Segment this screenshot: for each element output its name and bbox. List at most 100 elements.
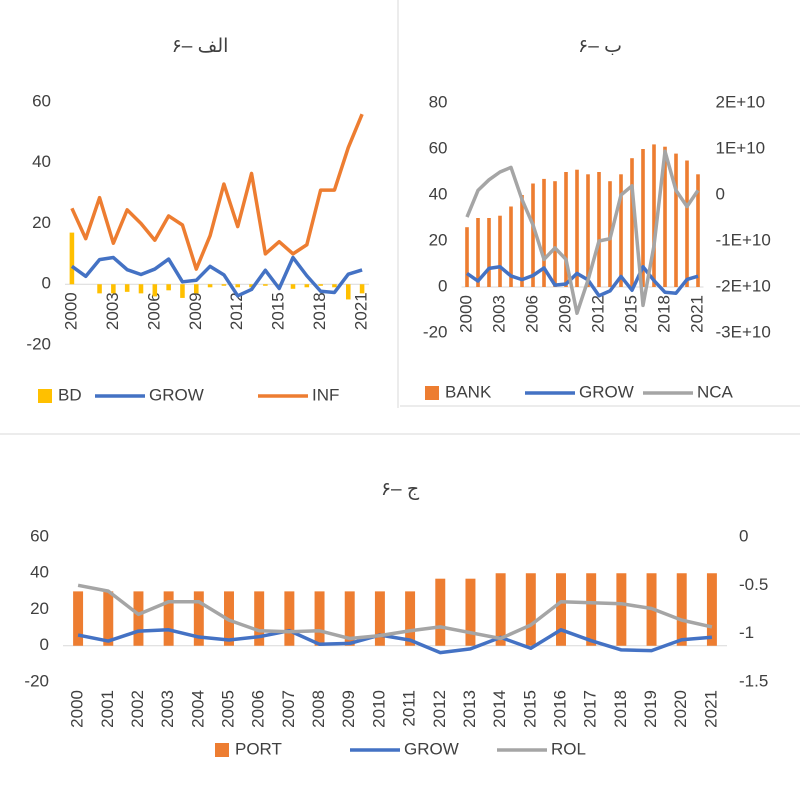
legend-swatch	[215, 743, 229, 757]
bar	[465, 227, 469, 287]
bar	[520, 195, 524, 287]
y-tick-label: 0	[42, 274, 51, 293]
y-tick-label: 0	[438, 276, 447, 295]
bar	[564, 172, 568, 287]
y-tick-label: 40	[429, 184, 448, 203]
bar	[314, 591, 325, 646]
bar	[133, 591, 144, 646]
x-tick-label: 2003	[158, 690, 177, 728]
bar	[193, 591, 204, 646]
bar	[685, 160, 689, 287]
legend-label: GROW	[149, 385, 204, 404]
bar	[284, 591, 295, 646]
line	[77, 583, 713, 641]
legend-label: ROL	[551, 739, 586, 758]
bar	[586, 174, 590, 287]
y-tick-label: 60	[429, 138, 448, 157]
bar	[556, 573, 566, 646]
bar	[630, 158, 634, 287]
x-tick-label: 2009	[186, 292, 205, 330]
bar	[345, 284, 351, 300]
bar	[207, 284, 213, 288]
x-tick-label: 2021	[352, 292, 371, 330]
legend-label: PORT	[235, 739, 282, 758]
y2-tick-label: -1.5	[739, 671, 768, 690]
x-tick-label: 2021	[687, 295, 706, 333]
y-tick-label: 60	[30, 526, 49, 545]
bar	[616, 573, 627, 646]
bar	[465, 578, 476, 646]
bar	[542, 178, 546, 287]
bar	[663, 146, 667, 287]
bar	[235, 284, 241, 288]
x-tick-label: 2015	[520, 690, 539, 728]
legend-swatch	[425, 386, 439, 400]
x-tick-label: 2012	[227, 292, 246, 330]
y-tick-label: -20	[423, 322, 448, 341]
legend-label: BANK	[445, 382, 492, 401]
bar	[193, 284, 199, 294]
x-tick-label: 2003	[103, 292, 122, 330]
bar	[111, 284, 116, 294]
line	[70, 113, 364, 271]
x-tick-label: 2017	[581, 690, 600, 728]
bar	[344, 591, 355, 646]
bar	[332, 284, 337, 288]
bar	[152, 284, 158, 297]
bar	[597, 172, 601, 287]
bar	[290, 284, 296, 289]
chart-title: ۶– الف	[172, 36, 229, 57]
x-tick-label: 2005	[218, 690, 237, 728]
x-tick-label: 2004	[188, 690, 207, 728]
bar	[73, 591, 84, 646]
bar	[476, 218, 480, 287]
x-tick-label: 2010	[369, 690, 388, 728]
y-tick-label: 20	[30, 599, 49, 618]
bar	[652, 144, 656, 287]
x-tick-label: 2008	[309, 690, 328, 728]
bar	[263, 284, 268, 286]
y-tick-label: 40	[30, 563, 49, 582]
bar	[525, 573, 536, 646]
bar	[166, 284, 171, 291]
x-tick-label: 2000	[68, 690, 87, 728]
bar	[619, 174, 623, 287]
bar	[487, 218, 491, 287]
y-tick-label: -20	[26, 334, 51, 353]
bar	[163, 591, 174, 646]
y-tick-label: 0	[40, 635, 49, 654]
x-tick-label: 2000	[456, 295, 475, 333]
line	[465, 149, 700, 315]
bar	[103, 591, 114, 646]
x-tick-label: 2018	[654, 295, 673, 333]
x-tick-label: 2021	[701, 690, 720, 728]
bar	[124, 284, 130, 292]
bar	[180, 284, 185, 298]
y2-tick-label: -1	[739, 623, 754, 642]
x-tick-label: 2013	[460, 690, 479, 728]
y-tick-label: 60	[32, 91, 51, 110]
bar	[359, 284, 365, 294]
x-tick-label: 2011	[400, 690, 419, 727]
x-tick-label: 2014	[490, 690, 509, 728]
legend-label: NCA	[697, 382, 734, 401]
y-tick-label: -20	[24, 671, 49, 690]
x-tick-label: 2018	[611, 690, 630, 728]
bar	[586, 573, 597, 646]
y2-tick-label: 0	[716, 184, 725, 203]
legend-label: GROW	[579, 382, 634, 401]
x-tick-label: 2020	[671, 690, 690, 728]
x-tick-label: 2003	[489, 295, 508, 333]
y-tick-label: 40	[32, 152, 51, 171]
bar	[254, 591, 265, 646]
bar	[304, 284, 310, 288]
x-tick-label: 2012	[430, 690, 449, 728]
bar	[676, 573, 687, 646]
bar	[405, 591, 416, 646]
x-tick-label: 2015	[621, 295, 640, 333]
bar	[509, 206, 513, 287]
bar	[575, 169, 579, 287]
y-tick-label: 20	[429, 230, 448, 249]
y2-tick-label: 1E+10	[716, 138, 766, 157]
